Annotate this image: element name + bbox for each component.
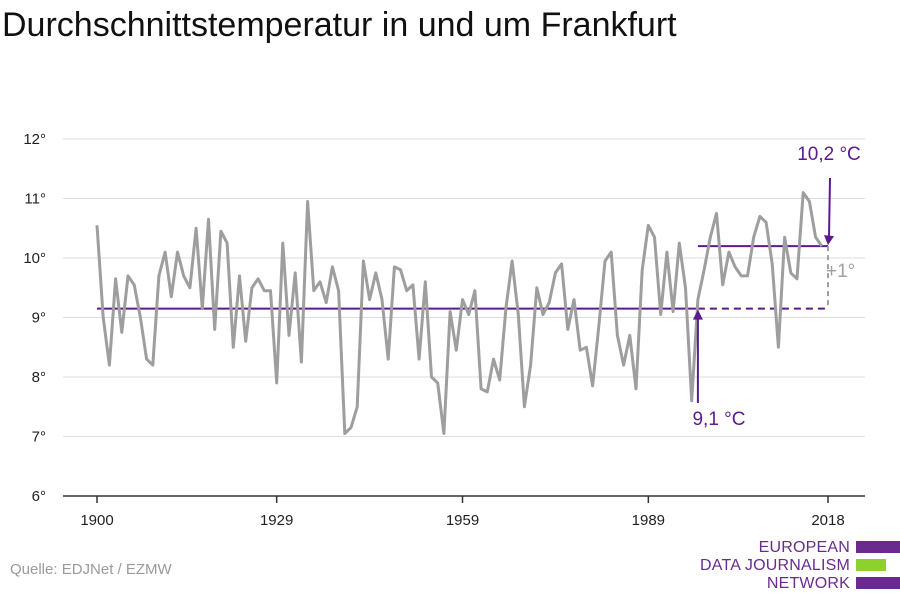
- chart-title: Durchschnittstemperatur in und um Frankf…: [2, 6, 677, 44]
- y-tick-label: 12°: [23, 131, 46, 148]
- x-tick-label: 1929: [260, 512, 293, 529]
- baseline-label: 9,1 °C: [692, 409, 745, 430]
- logo-line-3: NETWORK: [766, 575, 850, 592]
- edjnet-logo: EUROPEAN DATA JOURNALISM NETWORK: [700, 539, 900, 596]
- y-axis-ticks: 6° 7° 8° 9° 10° 11° 12°: [23, 131, 46, 505]
- temperature-chart: 6° 7° 8° 9° 10° 11° 12° 1900 1929 1959 1989 2018 9…: [23, 131, 865, 529]
- x-axis-ticks: 1900 1929 1959 1989 2018: [80, 496, 845, 529]
- logo-bar-middle: [856, 559, 886, 571]
- y-tick-label: 9°: [32, 310, 46, 327]
- baseline-arrow-head: [692, 309, 703, 320]
- x-tick-label: 1959: [446, 512, 479, 529]
- x-tick-label: 2018: [811, 512, 844, 529]
- logo-bar-bottom: [856, 577, 900, 589]
- grid-lines: [63, 138, 865, 437]
- temperature-series-line: [95, 191, 824, 435]
- recent-arrow-shaft: [828, 177, 831, 238]
- annotation-arrows: [692, 177, 834, 403]
- logo-line-1: EUROPEAN: [758, 539, 850, 556]
- recent-average-label: 10,2 °C: [797, 144, 861, 165]
- y-tick-label: 10°: [23, 250, 46, 267]
- logo-line-2: DATA JOURNALISM: [700, 557, 850, 574]
- x-tick-label: 1900: [80, 512, 113, 529]
- recent-arrow-head: [824, 235, 834, 246]
- x-tick-label: 1989: [632, 512, 665, 529]
- y-tick-label: 8°: [32, 369, 46, 386]
- y-tick-label: 11°: [24, 191, 46, 208]
- difference-label: +1°: [826, 261, 855, 282]
- y-tick-label: 6°: [32, 488, 46, 505]
- logo-bar-top: [856, 541, 900, 553]
- source-note: Quelle: EDJNet / EZMW: [10, 561, 172, 578]
- y-tick-label: 7°: [32, 429, 46, 446]
